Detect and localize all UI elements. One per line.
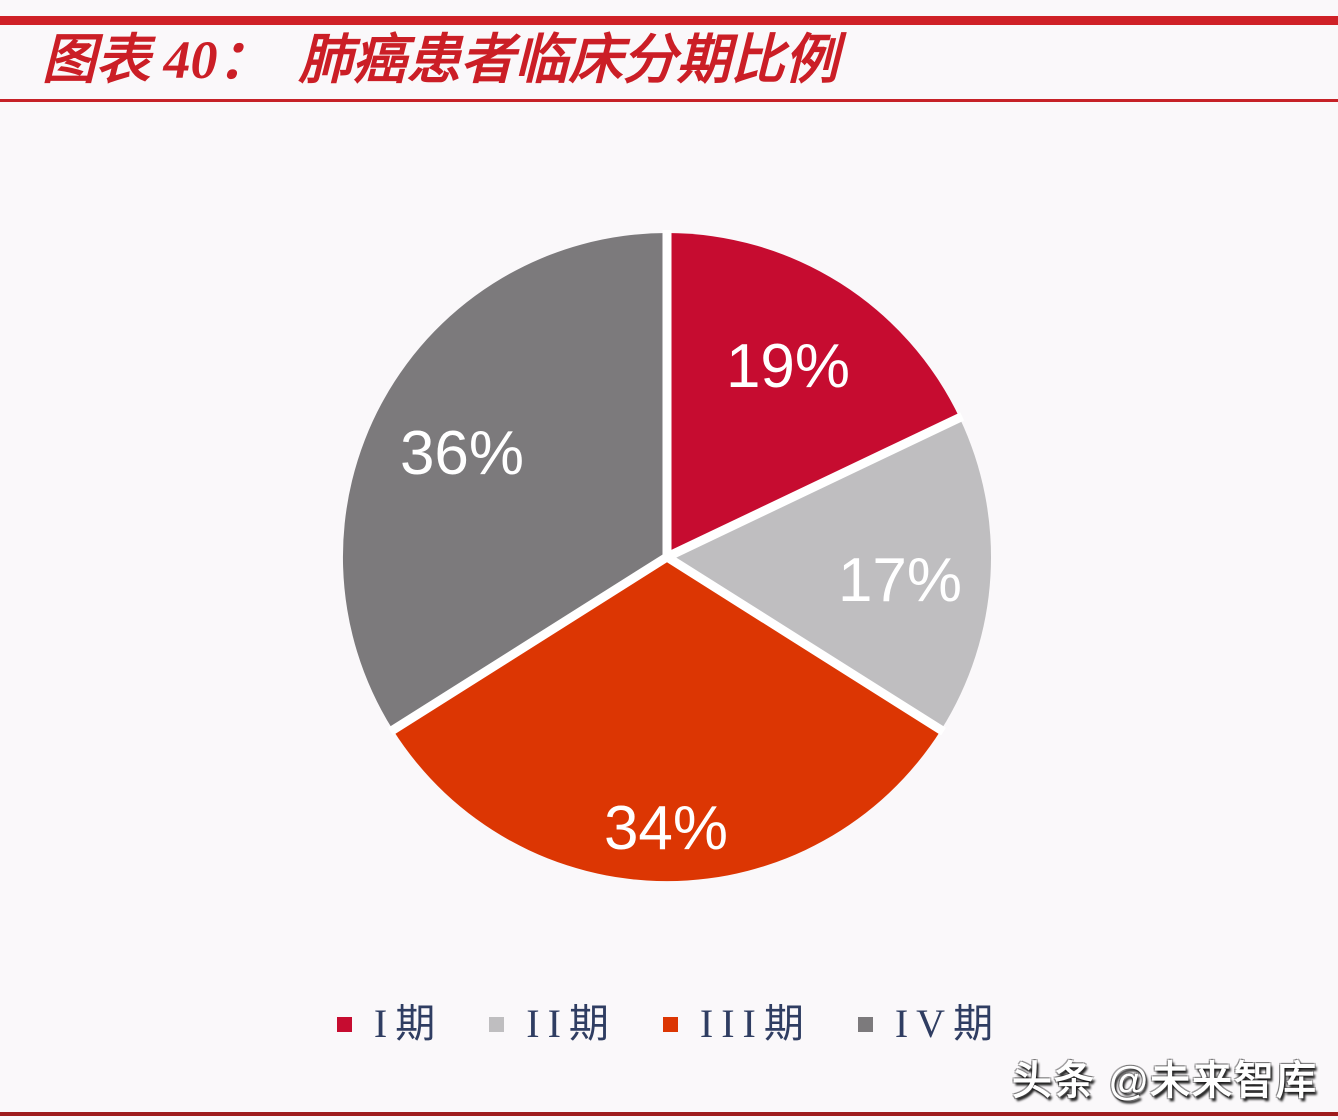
legend-item-2: II期 (489, 1000, 617, 1048)
footer-rule (0, 1112, 1338, 1116)
legend-item-3: III期 (662, 1000, 812, 1048)
pie-data-label-4: 36% (400, 419, 524, 488)
pie-data-label-3: 34% (604, 794, 728, 863)
legend-swatch-1 (336, 1016, 352, 1032)
legend-item-4: IV期 (857, 1000, 1002, 1048)
legend-swatch-2 (489, 1016, 505, 1032)
pie-data-label-2: 17% (838, 546, 962, 615)
legend-label-1: I期 (373, 1001, 444, 1046)
watermark: 头条 @未来智库 (1011, 1059, 1318, 1103)
slice-divider-2 (665, 412, 965, 562)
legend-label-2: II期 (526, 1001, 617, 1046)
legend-swatch-3 (662, 1016, 678, 1032)
slice-divider-4 (388, 553, 670, 736)
figure-title: 图表 40： 肺癌患者临床分期比例 (42, 30, 839, 90)
legend-label-3: III期 (699, 1001, 812, 1046)
slice-divider-3 (664, 553, 946, 736)
header-rule-bottom (0, 99, 1338, 102)
chart-legend: I期 II期 III期 IV期 (0, 1000, 1338, 1048)
pie-slice-1 (667, 233, 960, 557)
pie-data-label-1: 19% (726, 332, 850, 401)
pie-slice-2 (667, 417, 992, 730)
header-rule-top (0, 16, 1338, 25)
legend-item-1: I期 (336, 1000, 444, 1048)
pie-slice-3 (393, 557, 941, 882)
legend-swatch-4 (857, 1016, 873, 1032)
legend-label-4: IV期 (894, 1001, 1002, 1046)
